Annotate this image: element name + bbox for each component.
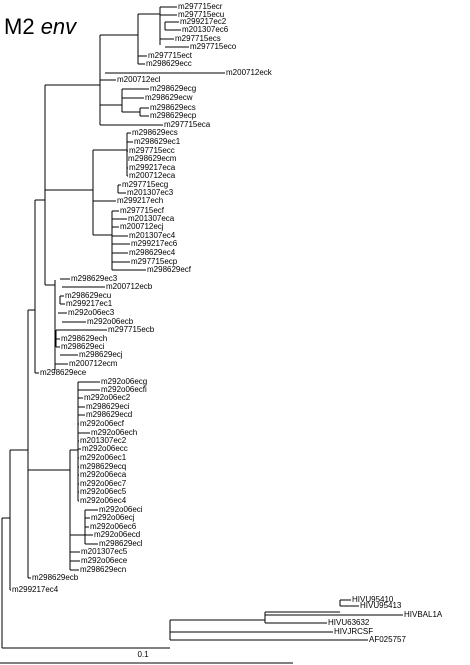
leaf-label: m292o06ec7 [80, 479, 127, 488]
leaf-label: AF025757 [369, 635, 406, 644]
leaf-label: m292o06ec5 [80, 487, 127, 496]
title-main: M2 [4, 14, 35, 39]
leaf-label: m297715ecg [122, 180, 168, 189]
leaf-label: m297715ecr [178, 2, 223, 11]
leaf-label: m201307eca [128, 214, 175, 223]
leaf-label: m292o06ec1 [80, 453, 127, 462]
backbone [1, 7, 341, 649]
leaf-label: m298629ecw [145, 93, 193, 102]
leaf-label: m298629ecn [80, 565, 126, 574]
leaf-label: m297715ect [148, 51, 193, 60]
leaf-label: m298629ecg [150, 84, 196, 93]
leaf-label: m298629eci [61, 342, 105, 351]
leaf-label: m201307ec6 [182, 25, 229, 34]
leaf-label: m200712eca [129, 171, 176, 180]
leaf-label: m292o06ecd [94, 530, 140, 539]
leaf-label: m292o06ec6 [90, 522, 137, 531]
leaf-label: m201307ec5 [81, 547, 128, 556]
leaf-label: m201307ec3 [127, 188, 174, 197]
title: M2 env [4, 14, 78, 39]
leaf-label: m298629ec3 [71, 274, 118, 283]
leaf-label: HIVBAL1A [404, 610, 443, 619]
leaf-label: m292o06ec2 [84, 393, 131, 402]
leaf-label: m292o06ecc [82, 444, 128, 453]
leaf-label: m200712ecb [106, 282, 153, 291]
leaf-label: HIVU95413 [360, 601, 402, 610]
leaf-label: m298629ecf [147, 265, 192, 274]
leaf-label: m297715ecu [178, 10, 224, 19]
leaf-label: m298629ecq [80, 462, 126, 471]
leaf-label: m297715ecs [175, 34, 221, 43]
leaf-label: m298629ecl [99, 539, 143, 548]
leaf-label: m292o06ecj [91, 513, 135, 522]
leaf-label: m292o06ecfi [101, 385, 147, 394]
leaf-label: m298629ecc [146, 59, 192, 68]
title-italic: env [41, 14, 78, 39]
leaf-label: HIVU95410 [352, 595, 394, 604]
leaf-label: m298629ecs [150, 103, 196, 112]
leaf-label: m298629ech [61, 334, 107, 343]
leaf-label: m200712ecm [69, 359, 118, 368]
leaf-label: m292o06ech [91, 428, 137, 437]
leaf-label: m299217ech [117, 196, 163, 205]
leaf-label: HIVU63632 [328, 618, 370, 627]
leaf-label: m298629ecu [65, 291, 111, 300]
leaf-label: m292o06eci [99, 505, 143, 514]
leaf-label: m298629ecj [79, 350, 123, 359]
leaf-label: m298629ece [40, 368, 87, 377]
leaf-label: m298629ec4 [129, 248, 176, 257]
leaf-label: m292o06ece [81, 556, 128, 565]
leaf-label: m292o06ecb [87, 317, 134, 326]
leaf-label: m298629ecm [128, 154, 177, 163]
leaf-label: m200712ecl [117, 75, 161, 84]
leaf-label: m297715ecp [131, 257, 178, 266]
leaf-label: m297715ecc [129, 146, 175, 155]
leaf-label: m201307ec4 [129, 231, 176, 240]
leaf-label: m297715ecf [120, 206, 165, 215]
leaf-label: m299217ec6 [131, 239, 178, 248]
leaf-label: m298629ecs [132, 128, 178, 137]
leaf-label: m297715eca [164, 120, 211, 129]
leaf-label: m298629eci [86, 402, 130, 411]
leaf-label: m299217ec4 [12, 585, 59, 594]
leaf-label: m298629ecp [150, 111, 197, 120]
leaf-label: m200712ecj [120, 222, 164, 231]
leaf-label: m292o06ecf [80, 419, 125, 428]
leaf-label: m297715ecb [108, 325, 155, 334]
leaf-label: HIVJRCSF [334, 627, 373, 636]
leaf-label: m298629ec1 [134, 137, 181, 146]
leaf-label: m299217ec2 [180, 17, 227, 26]
scale-label: 0.1 [137, 650, 149, 659]
leaf-label: m292o06ec3 [68, 308, 115, 317]
leaf-label: m200712eck [226, 68, 273, 77]
leaf-label: m292o06ec4 [80, 496, 127, 505]
leaf-label: m297715eco [190, 42, 237, 51]
leaf-label: m298629ecb [32, 573, 79, 582]
leaf-label: m201307ec2 [80, 436, 127, 445]
leaf-label: m292o06ecg [101, 377, 147, 386]
leaf-label: m298629ecd [86, 410, 132, 419]
leaf-label: m299217eca [129, 163, 176, 172]
leaf-label: m299217ec1 [66, 299, 113, 308]
leaf-label: m292o06eca [80, 470, 127, 479]
